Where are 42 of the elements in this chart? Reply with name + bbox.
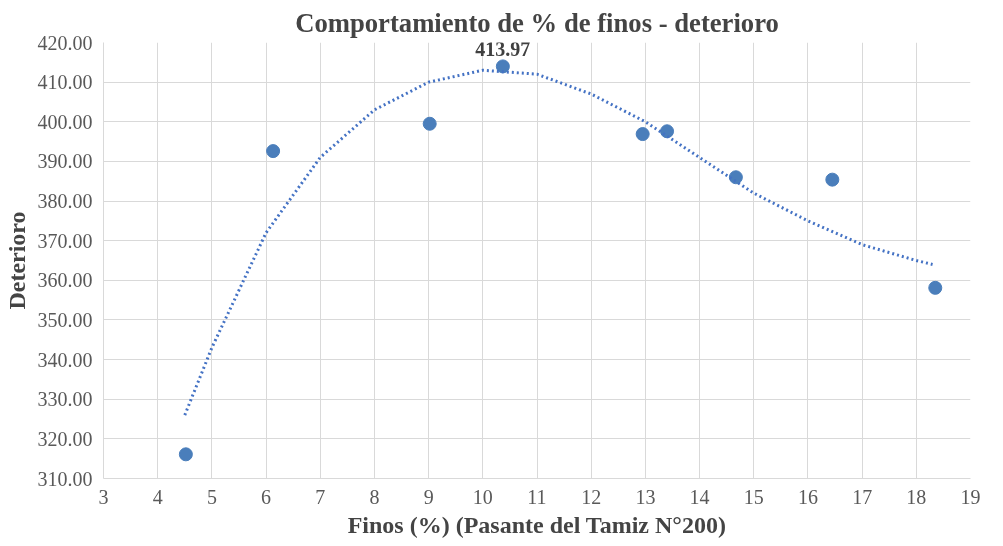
x-tick-label: 3 [98,485,109,508]
x-tick-label: 6 [261,485,272,508]
x-tick-label: 5 [206,485,217,508]
point [495,59,510,74]
y-tick-label: 380.00 [37,190,93,213]
x-tick-label: 16 [797,485,818,508]
y-axis-title: Deterioro [3,211,30,310]
x-tick-label: 13 [635,485,656,508]
x-tick-label: 9 [423,485,434,508]
x-tick-label: 12 [581,485,602,508]
x-tick-label: 18 [906,485,927,508]
point [660,124,675,139]
x-tick-label: 17 [852,485,873,508]
y-tick-label: 350.00 [37,308,93,331]
x-tick-label: 14 [689,485,710,508]
y-tick-label: 400.00 [37,110,93,133]
point [266,144,281,159]
y-tick-label: 390.00 [37,150,93,173]
y-tick-label: 340.00 [37,348,93,371]
point [728,170,743,185]
x-axis-title: Finos (%) (Pasante del Tamiz N°200) [347,511,726,538]
x-tick-label: 7 [315,485,326,508]
x-tick-label: 11 [527,485,547,508]
y-tick-label: 410.00 [37,71,93,94]
x-tick-label: 10 [472,485,493,508]
y-tick-label: 320.00 [37,427,93,450]
y-tick-label: 420.00 [37,31,93,54]
x-tick-label: 8 [369,485,380,508]
point [928,280,943,295]
y-tick-label: 310.00 [37,467,93,490]
point [422,116,437,131]
chart-title: Comportamiento de % de finos - deterioro [295,7,779,38]
data-label: 413.97 [475,38,531,61]
point [825,172,840,187]
x-tick-label: 19 [960,485,981,508]
point [635,127,650,142]
y-tick-label: 360.00 [37,269,93,292]
y-tick-label: 370.00 [37,229,93,252]
x-tick-label: 15 [743,485,764,508]
y-tick-label: 330.00 [37,388,93,411]
point [178,447,193,462]
x-tick-label: 4 [152,485,163,508]
